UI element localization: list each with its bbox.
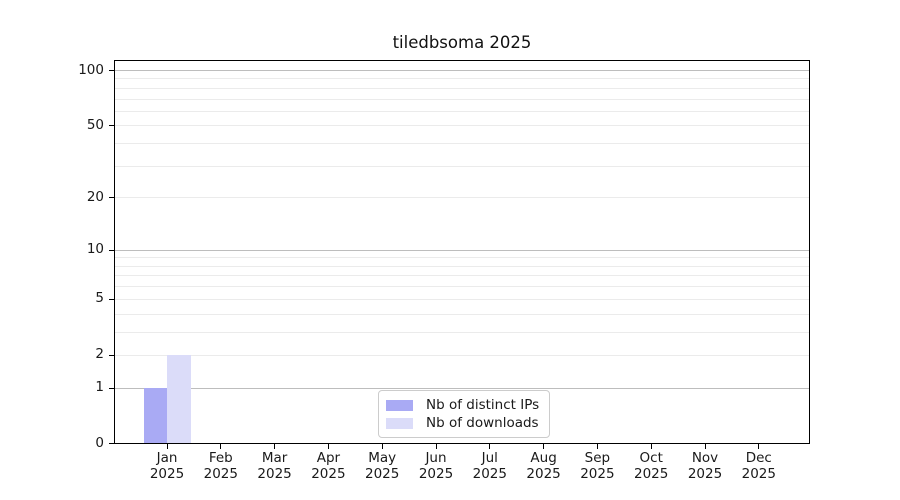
- x-tick-label-year: 2025: [526, 466, 561, 482]
- x-tick-label-month: Apr: [316, 450, 341, 466]
- legend: Nb of distinct IPs Nb of downloads: [378, 390, 551, 438]
- x-tick-label-year: 2025: [687, 466, 723, 482]
- x-tick-label-month: Jun: [425, 450, 447, 466]
- gridline-minor: [115, 125, 809, 127]
- x-tick: [704, 444, 706, 449]
- x-tick-label-month: Jan: [156, 450, 178, 466]
- gridline-minor: [115, 87, 809, 89]
- gridline-minor: [115, 257, 809, 259]
- x-tick-label: May 2025: [354, 450, 410, 482]
- x-tick: [381, 444, 383, 449]
- x-tick-label-month: Feb: [208, 450, 233, 466]
- gridline-minor: [115, 313, 809, 315]
- chart-title: tiledbsoma 2025: [392, 33, 532, 52]
- x-tick: [435, 444, 437, 449]
- x-tick: [220, 444, 222, 449]
- y-tick: [109, 70, 114, 71]
- gridline-minor: [115, 110, 809, 112]
- x-tick-label: Nov 2025: [677, 450, 733, 482]
- gridline-minor: [115, 354, 809, 356]
- x-tick-label-year: 2025: [418, 466, 454, 482]
- x-tick: [274, 444, 276, 449]
- y-tick-label: 20: [86, 188, 104, 205]
- gridline-minor: [115, 165, 809, 167]
- gridline-minor: [115, 265, 809, 267]
- y-tick: [109, 197, 114, 198]
- gridline-minor: [115, 298, 809, 300]
- gridline-major: [115, 387, 809, 389]
- x-tick-label: Jul 2025: [462, 450, 518, 482]
- y-tick-label: 1: [95, 379, 104, 396]
- x-tick-label-month: Nov: [691, 450, 719, 466]
- gridline-minor: [115, 286, 809, 288]
- y-tick-label: 0: [95, 434, 104, 451]
- x-tick-label-year: 2025: [472, 466, 507, 482]
- x-tick-label-year: 2025: [365, 466, 400, 482]
- gridline-minor: [115, 331, 809, 333]
- gridline-minor: [115, 98, 809, 100]
- x-tick: [596, 444, 598, 449]
- legend-item-downloads: Nb of downloads: [386, 414, 539, 432]
- x-tick-label-month: May: [368, 450, 397, 466]
- x-tick-label-year: 2025: [311, 466, 346, 482]
- bar-nb-of-downloads-jan-2025: [167, 354, 191, 443]
- y-tick-label: 2: [95, 346, 104, 363]
- x-tick-label-year: 2025: [580, 466, 615, 482]
- x-tick: [758, 444, 760, 449]
- y-tick: [109, 299, 114, 300]
- y-tick: [109, 388, 114, 389]
- legend-label-downloads: Nb of downloads: [426, 415, 539, 431]
- gridline-major: [115, 70, 809, 71]
- gridline-major: [115, 249, 809, 251]
- x-tick-label-month: Aug: [530, 450, 557, 466]
- y-tick-label: 10: [86, 241, 104, 258]
- legend-swatch-distinct-ips: [386, 399, 413, 411]
- legend-label-distinct-ips: Nb of distinct IPs: [426, 397, 540, 413]
- plot-area: [114, 60, 810, 444]
- x-tick-label: Feb 2025: [193, 450, 249, 482]
- x-tick-label: Apr 2025: [300, 450, 356, 482]
- legend-swatch-downloads: [386, 417, 413, 429]
- x-tick-label-year: 2025: [741, 466, 776, 482]
- x-tick-label-year: 2025: [203, 466, 238, 482]
- y-tick: [109, 355, 114, 356]
- x-tick-label: Sep 2025: [569, 450, 625, 482]
- x-tick-label: Aug 2025: [516, 450, 572, 482]
- x-tick-label-year: 2025: [149, 466, 185, 482]
- gridline-minor: [115, 197, 809, 199]
- x-tick-label-month: Dec: [745, 450, 772, 466]
- x-tick-label-month: Sep: [584, 450, 611, 466]
- y-tick: [109, 250, 114, 251]
- y-tick-label: 50: [86, 116, 104, 133]
- y-tick: [109, 125, 114, 126]
- gridline-minor: [115, 143, 809, 145]
- x-tick-label: Mar 2025: [247, 450, 303, 482]
- x-tick: [327, 444, 329, 449]
- gridline-minor: [115, 78, 809, 80]
- x-tick-label: Jun 2025: [408, 450, 464, 482]
- x-tick-label: Oct 2025: [623, 450, 679, 482]
- x-tick-label-year: 2025: [257, 466, 292, 482]
- x-tick: [489, 444, 491, 449]
- x-tick-label-month: Jul: [481, 450, 498, 466]
- x-tick-label-month: Oct: [639, 450, 663, 466]
- x-tick-label-year: 2025: [634, 466, 669, 482]
- gridline-minor: [115, 275, 809, 277]
- x-tick-label: Dec 2025: [731, 450, 787, 482]
- x-tick: [166, 444, 168, 449]
- x-tick-label: Jan 2025: [139, 450, 195, 482]
- y-tick-label: 5: [95, 290, 104, 307]
- x-tick-label-month: Mar: [261, 450, 288, 466]
- y-tick-label: 100: [78, 61, 104, 78]
- x-tick: [650, 444, 652, 449]
- bar-nb-of-distinct-ips-jan-2025: [143, 387, 167, 443]
- y-tick: [109, 443, 114, 444]
- x-tick: [543, 444, 545, 449]
- legend-item-distinct-ips: Nb of distinct IPs: [386, 396, 539, 414]
